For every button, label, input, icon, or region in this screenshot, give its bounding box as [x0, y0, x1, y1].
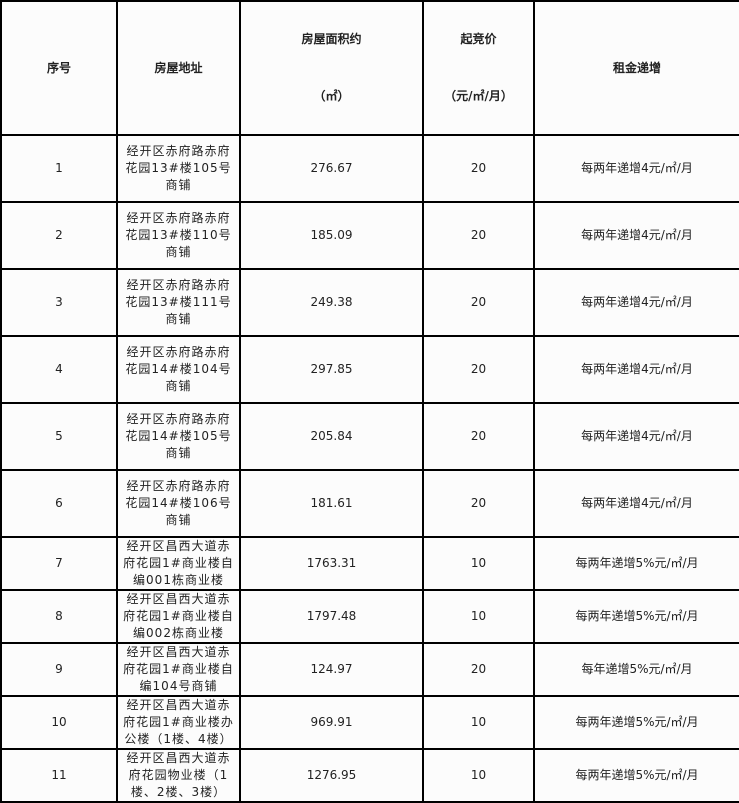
- cell-area: 297.85: [239, 335, 424, 404]
- header-price-unit: （元/㎡/月）: [444, 89, 513, 103]
- cell-area: 1797.48: [239, 589, 424, 644]
- table-row: 8 经开区昌西大道赤府花园1#商业楼自编002栋商业楼 1797.48 10 每两年递增…: [0, 589, 739, 644]
- table-row: 4 经开区赤府路赤府花园14#楼104号商铺 297.85 20 每两年递增4元/㎡/月: [0, 335, 739, 404]
- cell-price: 20: [422, 402, 535, 471]
- cell-area: 969.91: [239, 695, 424, 750]
- cell-price: 20: [422, 469, 535, 538]
- cell-increase: 每两年递增4元/㎡/月: [533, 335, 739, 404]
- cell-price: 20: [422, 335, 535, 404]
- cell-increase: 每两年递增5%元/㎡/月: [533, 589, 739, 644]
- cell-address: 经开区昌西大道赤府花园1#商业楼自编104号商铺: [116, 642, 241, 697]
- cell-area: 181.61: [239, 469, 424, 538]
- cell-price: 10: [422, 589, 535, 644]
- header-address: 房屋地址: [116, 0, 241, 136]
- header-price-label: 起竞价: [460, 32, 497, 46]
- table-row: 9 经开区昌西大道赤府花园1#商业楼自编104号商铺 124.97 20 每年递增5%元…: [0, 642, 739, 697]
- table-row: 6 经开区赤府路赤府花园14#楼106号商铺 181.61 20 每两年递增4元/㎡/月: [0, 469, 739, 538]
- cell-address: 经开区赤府路赤府花园13#楼111号商铺: [116, 268, 241, 337]
- cell-index: 6: [0, 469, 118, 538]
- cell-price: 20: [422, 642, 535, 697]
- cell-increase: 每两年递增5%元/㎡/月: [533, 695, 739, 750]
- cell-index: 10: [0, 695, 118, 750]
- header-index: 序号: [0, 0, 118, 136]
- cell-area: 185.09: [239, 201, 424, 270]
- cell-index: 9: [0, 642, 118, 697]
- header-area-unit: （㎡）: [313, 89, 350, 103]
- cell-index: 4: [0, 335, 118, 404]
- table-row: 7 经开区昌西大道赤府花园1#商业楼自编001栋商业楼 1763.31 10 每两年递增…: [0, 536, 739, 591]
- cell-increase: 每年递增5%元/㎡/月: [533, 642, 739, 697]
- cell-index: 1: [0, 134, 118, 203]
- cell-increase: 每两年递增4元/㎡/月: [533, 469, 739, 538]
- cell-address: 经开区赤府路赤府花园14#楼104号商铺: [116, 335, 241, 404]
- cell-increase: 每两年递增4元/㎡/月: [533, 134, 739, 203]
- cell-increase: 每两年递增4元/㎡/月: [533, 402, 739, 471]
- table-row: 1 经开区赤府路赤府花园13#楼105号商铺 276.67 20 每两年递增4元/㎡/月: [0, 134, 739, 203]
- cell-area: 124.97: [239, 642, 424, 697]
- header-area: 房屋面积约 （㎡）: [239, 0, 424, 136]
- cell-area: 249.38: [239, 268, 424, 337]
- table-row: 2 经开区赤府路赤府花园13#楼110号商铺 185.09 20 每两年递增4元/㎡/月: [0, 201, 739, 270]
- cell-area: 276.67: [239, 134, 424, 203]
- cell-area: 1276.95: [239, 748, 424, 803]
- cell-index: 11: [0, 748, 118, 803]
- cell-price: 20: [422, 134, 535, 203]
- cell-address: 经开区昌西大道赤府花园1#商业楼办公楼（1楼、4楼）: [116, 695, 241, 750]
- cell-index: 8: [0, 589, 118, 644]
- cell-index: 3: [0, 268, 118, 337]
- cell-increase: 每两年递增5%元/㎡/月: [533, 536, 739, 591]
- cell-area: 205.84: [239, 402, 424, 471]
- cell-address: 经开区昌西大道赤府花园1#商业楼自编001栋商业楼: [116, 536, 241, 591]
- table-row: 10 经开区昌西大道赤府花园1#商业楼办公楼（1楼、4楼） 969.91 10 每两年递…: [0, 695, 739, 750]
- cell-index: 2: [0, 201, 118, 270]
- cell-price: 20: [422, 268, 535, 337]
- cell-price: 20: [422, 201, 535, 270]
- table-row: 3 经开区赤府路赤府花园13#楼111号商铺 249.38 20 每两年递增4元/㎡/月: [0, 268, 739, 337]
- cell-address: 经开区赤府路赤府花园13#楼105号商铺: [116, 134, 241, 203]
- cell-index: 5: [0, 402, 118, 471]
- cell-address: 经开区昌西大道赤府花园1#商业楼自编002栋商业楼: [116, 589, 241, 644]
- cell-area: 1763.31: [239, 536, 424, 591]
- cell-increase: 每两年递增4元/㎡/月: [533, 268, 739, 337]
- cell-price: 10: [422, 748, 535, 803]
- header-price: 起竞价 （元/㎡/月）: [422, 0, 535, 136]
- cell-address: 经开区昌西大道赤府花园物业楼（1楼、2楼、3楼）: [116, 748, 241, 803]
- cell-price: 10: [422, 695, 535, 750]
- header-row: 序号 房屋地址 房屋面积约 （㎡） 起竞价 （元/㎡/月） 租金递增: [0, 0, 739, 136]
- cell-address: 经开区赤府路赤府花园13#楼110号商铺: [116, 201, 241, 270]
- cell-increase: 每两年递增5%元/㎡/月: [533, 748, 739, 803]
- table-row: 5 经开区赤府路赤府花园14#楼105号商铺 205.84 20 每两年递增4元/㎡/月: [0, 402, 739, 471]
- cell-increase: 每两年递增4元/㎡/月: [533, 201, 739, 270]
- header-increase: 租金递增: [533, 0, 739, 136]
- cell-index: 7: [0, 536, 118, 591]
- header-area-label: 房屋面积约: [301, 32, 362, 46]
- cell-price: 10: [422, 536, 535, 591]
- cell-address: 经开区赤府路赤府花园14#楼106号商铺: [116, 469, 241, 538]
- table-row: 11 经开区昌西大道赤府花园物业楼（1楼、2楼、3楼） 1276.95 10 每两年递增…: [0, 748, 739, 803]
- cell-address: 经开区赤府路赤府花园14#楼105号商铺: [116, 402, 241, 471]
